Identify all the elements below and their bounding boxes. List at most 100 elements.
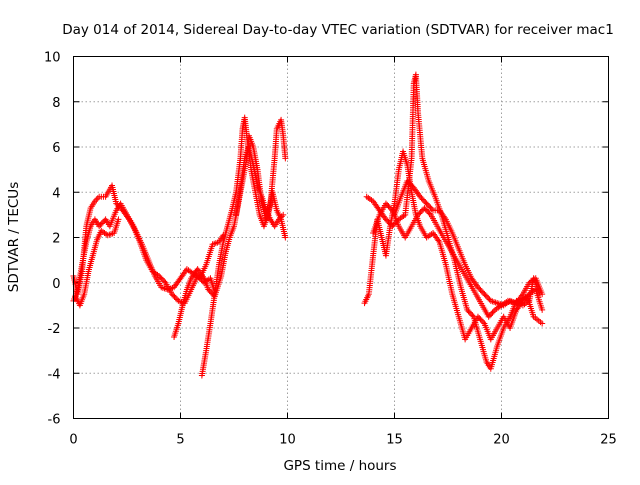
data-point [488,310,495,317]
data-point [96,223,103,230]
y-tick-label: -2 [48,322,61,337]
data-point [384,201,391,208]
data-point [382,200,389,207]
series-track-c [72,216,122,309]
data-point [94,195,101,202]
y-tick-label: 10 [44,51,61,66]
series-track-f [233,144,287,230]
data-point [421,197,428,204]
data-point [115,216,122,223]
data-point [418,207,425,214]
data-point [406,180,413,187]
data-point [415,211,422,218]
data-point [480,319,487,326]
data-point [416,210,423,217]
chart-title: Day 014 of 2014, Sidereal Day-to-day VTE… [62,22,614,38]
data-point [422,199,429,206]
data-point [539,320,546,327]
data-point [466,309,473,316]
series-track-j [391,177,546,309]
data-point [489,309,496,316]
data-point [205,286,212,293]
data-point [161,278,168,285]
data-point [486,312,493,319]
data-point [194,272,201,279]
data-point [404,177,411,184]
data-point [476,315,483,322]
data-point [170,292,177,299]
data-point [465,308,472,315]
x-tick-label: 0 [69,433,77,448]
data-point [428,205,435,212]
data-point [469,312,476,319]
data-point [386,204,393,211]
data-point [280,211,287,218]
y-tick-label: -4 [48,367,61,382]
y-axis-label: SDTVAR / TECUs [6,182,22,292]
data-point [385,203,392,210]
data-point [405,179,412,186]
data-point [172,295,179,302]
data-point [426,210,433,217]
y-tick-label: 8 [52,96,60,111]
x-tick-label: 10 [279,433,296,448]
y-tick-label: 6 [52,141,60,156]
data-point [382,216,389,223]
series-track-e [198,114,289,379]
grid [73,56,609,419]
plot-frame [73,56,609,419]
x-tick-label: 25 [600,433,617,448]
data-point [390,221,397,228]
data-point [477,316,484,323]
data-point [424,201,431,208]
data-point [98,220,105,227]
data-point [468,310,475,317]
data-point [282,234,289,241]
data-point [480,289,487,296]
data-point [389,223,396,230]
data-point [282,155,289,162]
data-point [384,217,391,224]
data-point [425,209,432,216]
x-tick-label: 20 [493,433,510,448]
data-point [386,220,393,227]
data-point [427,204,434,211]
series-track-h [363,71,544,372]
data-point [424,207,431,214]
data-point [477,286,484,293]
y-tick-label: 0 [52,277,60,292]
data-point [539,291,546,298]
data-point [482,292,489,299]
data-point [408,182,415,189]
data-point [474,284,481,291]
data-point [157,274,164,281]
data-point [100,219,107,226]
data-point [485,295,492,302]
data-point [418,195,425,202]
data-point [421,205,428,212]
data-point [168,291,175,298]
data-point [417,193,424,200]
x-axis-label: GPS time / hours [283,458,396,474]
data-point [419,196,426,203]
data-point [385,219,392,226]
series-track-g [361,148,546,343]
data-point [476,285,483,292]
y-tick-label: 4 [52,186,60,201]
data-point [485,313,492,320]
data-point [481,291,488,298]
data-point [478,317,485,324]
data-point [539,306,546,313]
data-point [159,277,166,284]
data-point [97,221,104,228]
data-point [417,209,424,216]
data-point [171,293,178,300]
data-point [388,205,395,212]
x-tick-label: 15 [386,433,403,448]
y-tick-label: 2 [52,232,60,247]
data-point [464,306,471,313]
y-tick-label: -6 [48,413,61,428]
series-marks [70,71,546,379]
